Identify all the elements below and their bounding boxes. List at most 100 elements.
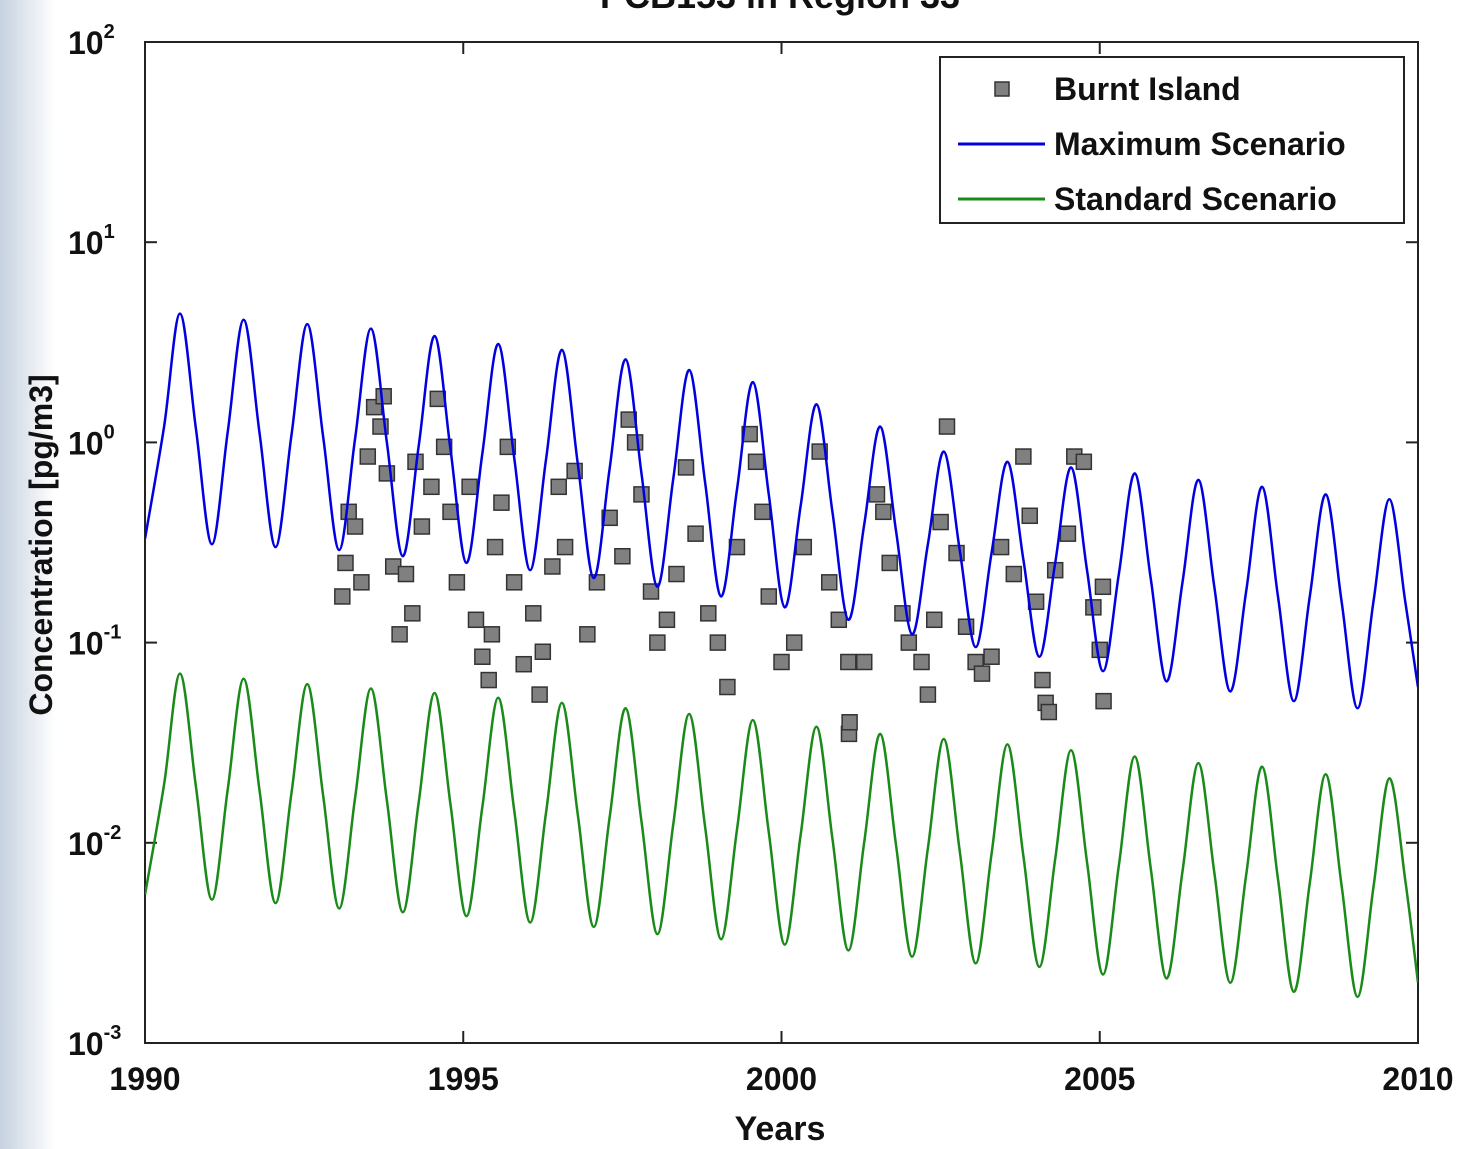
y-tick-label: 10-1 <box>68 622 121 662</box>
scatter-point <box>1059 525 1077 542</box>
scatter-point <box>875 503 892 521</box>
scatter-point <box>413 518 431 535</box>
scatter-point <box>938 418 956 435</box>
scatter-point <box>493 494 510 511</box>
scatter-point <box>359 448 377 465</box>
scatter-point <box>785 634 803 651</box>
scatter-point <box>614 547 631 565</box>
scatter-point <box>515 655 532 673</box>
scatter-point <box>709 634 727 651</box>
scatter-point <box>658 611 676 629</box>
scatter-point <box>550 478 567 496</box>
scatter-point <box>461 478 478 496</box>
scatter-point <box>900 634 918 651</box>
scatter-point <box>435 438 453 456</box>
x-axis-label: Years <box>735 1110 826 1148</box>
scatter-point <box>633 486 650 503</box>
legend-label: Maximum Scenario <box>1054 126 1346 162</box>
legend-box <box>939 56 1405 224</box>
scatter-point <box>700 605 717 622</box>
scatter-point <box>423 478 440 496</box>
scatter-point <box>719 678 736 696</box>
scatter-point <box>773 653 790 671</box>
scatter-point <box>480 671 497 689</box>
scatter-point <box>926 611 943 629</box>
y-tick-label: 10-3 <box>68 1022 121 1062</box>
scatter-point <box>1015 448 1032 465</box>
scatter-point <box>1034 671 1051 689</box>
scatter-point <box>811 443 828 460</box>
x-tick-label: 2010 <box>1382 1061 1453 1097</box>
x-tick-label: 2000 <box>746 1061 817 1097</box>
scatter-point <box>760 588 778 605</box>
line-series <box>145 312 1418 710</box>
scatter-point <box>353 574 370 591</box>
scatter-point <box>474 648 491 665</box>
y-axis-label: Concentration [pg/m3] <box>23 374 59 715</box>
scatter-point <box>505 574 523 591</box>
y-tick-label: 10-2 <box>68 822 121 862</box>
scatter-point <box>992 538 1010 556</box>
scatter-point <box>795 538 813 556</box>
scatter-point <box>642 583 660 600</box>
scatter-point <box>677 459 695 476</box>
scatter-point <box>337 554 354 572</box>
scatter-point <box>334 588 351 605</box>
scatter-point <box>1075 453 1093 471</box>
scatter-point <box>868 486 886 503</box>
scatter-point <box>483 626 501 643</box>
scatter-point <box>1094 578 1112 596</box>
chart-title: PCB153 in Region 33 <box>600 0 960 16</box>
scatter-point <box>820 574 838 591</box>
scatter-point <box>448 574 466 591</box>
scatter-point <box>531 686 548 703</box>
legend-label: Burnt Island <box>1054 71 1241 107</box>
x-tick-label: 1990 <box>109 1061 180 1097</box>
legend-marker <box>994 81 1010 97</box>
scatter-point <box>1021 507 1038 525</box>
scatter-point <box>626 434 644 451</box>
scatter-point <box>932 513 949 531</box>
scatter-point <box>467 611 485 629</box>
plot-area <box>145 312 1418 999</box>
line-series <box>145 672 1418 999</box>
scatter-point <box>913 653 930 671</box>
background-strip <box>0 0 55 1149</box>
scatter-point <box>340 503 357 521</box>
scatter-point <box>397 565 415 583</box>
legend-label: Standard Scenario <box>1054 181 1337 217</box>
y-tick-label: 100 <box>68 421 115 461</box>
scatter-point <box>754 503 771 521</box>
scatter-point <box>1040 703 1058 721</box>
scatter-point <box>544 558 561 575</box>
scatter-point <box>687 525 704 542</box>
scatter-point <box>346 518 364 535</box>
scatter-point <box>983 648 1000 665</box>
scatter-point <box>601 509 618 527</box>
scatter-point <box>404 605 421 622</box>
scatter-point <box>525 605 542 622</box>
scatter-point <box>668 565 685 583</box>
scatter-point <box>855 653 873 671</box>
y-tick-label: 101 <box>68 221 115 261</box>
scatter-point <box>375 388 392 405</box>
scatter-point <box>1095 692 1112 710</box>
scatter-point <box>881 554 898 572</box>
scatter-point <box>1005 565 1023 583</box>
scatter-point <box>841 714 858 731</box>
x-tick-label: 2005 <box>1064 1061 1135 1097</box>
scatter-point <box>830 611 848 629</box>
scatter-point <box>747 453 765 471</box>
scatter-point <box>534 643 552 661</box>
scatter-point <box>919 686 937 703</box>
scatter-point <box>973 665 991 682</box>
scatter-point <box>840 653 857 671</box>
scatter-point <box>391 626 408 643</box>
scatter-point <box>1091 641 1108 659</box>
scatter-point <box>741 425 758 443</box>
x-tick-label: 1995 <box>428 1061 499 1097</box>
scatter-point <box>579 626 596 643</box>
scatter-point <box>556 538 574 556</box>
